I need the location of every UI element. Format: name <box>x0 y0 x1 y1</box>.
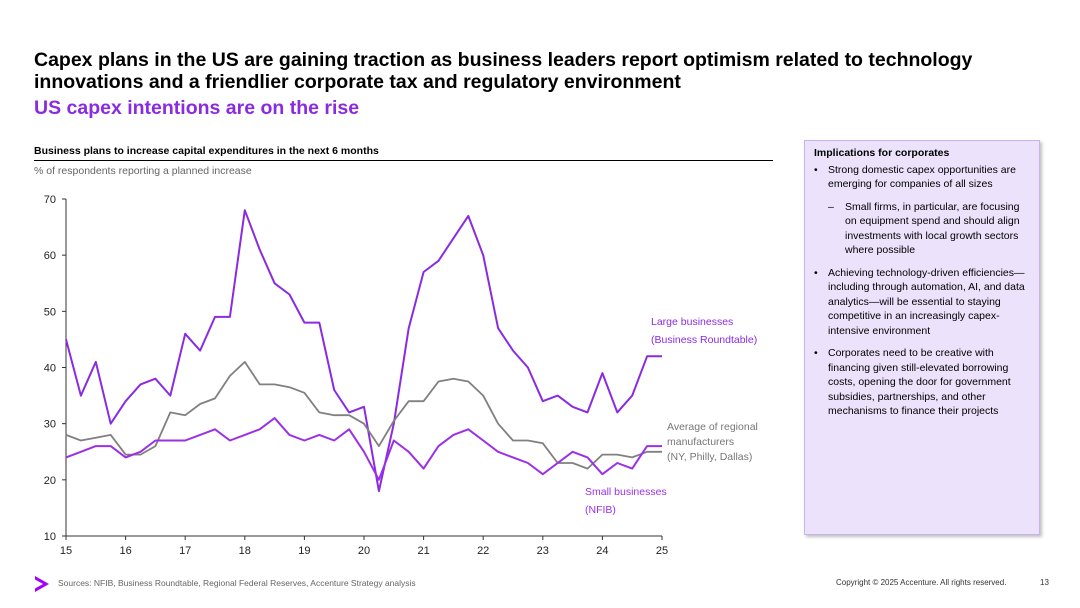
regional-manufacturers-label: (NY, Philly, Dallas) <box>667 451 752 463</box>
slide-title: Capex plans in the US are gaining tracti… <box>34 49 973 93</box>
regional-manufacturers-label: manufacturers <box>667 436 734 448</box>
sub-bullet-text: Small firms, in particular, are focusing… <box>845 200 1020 257</box>
implications-panel: Implications for corporates Strong domes… <box>804 140 1040 535</box>
bullet-text: Achieving technology-driven efficiencies… <box>828 266 1025 337</box>
implication-bullet: Strong domestic capex opportunities are … <box>814 163 1031 258</box>
y-tick-label: 70 <box>44 194 56 206</box>
regional-manufacturers-label: Average of regional <box>667 421 758 433</box>
y-tick-label: 40 <box>44 363 56 375</box>
bullet-text: Strong domestic capex opportunities are … <box>828 163 1016 191</box>
x-tick-label: 24 <box>596 545 608 557</box>
sub-bullet-list: Small firms, in particular, are focusing… <box>828 200 1031 258</box>
footer-copyright: Copyright © 2025 Accenture. All rights r… <box>836 578 1007 587</box>
x-tick-label: 21 <box>417 545 429 557</box>
implication-bullet: Corporates need to be creative with fina… <box>814 346 1031 419</box>
small-businesses-line <box>65 417 662 481</box>
regional-manufacturers-line <box>65 360 662 470</box>
y-tick-label: 50 <box>44 306 56 318</box>
large-businesses-label: Large businesses <box>651 316 733 328</box>
x-tick-label: 25 <box>656 545 668 557</box>
small-businesses-label: (NFIB) <box>585 504 616 516</box>
panel-title: Implications for corporates <box>814 147 950 159</box>
x-tick-label: 22 <box>477 545 489 557</box>
y-tick-label: 30 <box>44 419 56 431</box>
y-tick-label: 20 <box>44 475 56 487</box>
chart-heading-rule <box>34 160 773 161</box>
x-tick-label: 16 <box>119 545 131 557</box>
implication-sub-bullet: Small firms, in particular, are focusing… <box>814 200 1031 258</box>
capex-line-chart: 10 20 30 40 50 60 70 15 16 17 18 19 20 21 22 23 24 25 Larg… <box>44 194 758 557</box>
x-tick-label: 20 <box>358 545 370 557</box>
large-businesses-label: (Business Roundtable) <box>651 334 757 346</box>
footer-sources: Sources: NFIB, Business Roundtable, Regi… <box>58 578 416 588</box>
y-tick-label: 10 <box>44 531 56 543</box>
bullet-text: Corporates need to be creative with fina… <box>828 347 1011 417</box>
x-tick-label: 18 <box>239 545 251 557</box>
small-businesses-label: Small businesses <box>585 486 667 498</box>
chart-heading: Business plans to increase capital expen… <box>34 145 379 157</box>
x-tick-label: 23 <box>537 545 549 557</box>
page-number: 13 <box>1040 578 1049 587</box>
x-tick-label: 19 <box>298 545 310 557</box>
implication-bullet: Achieving technology-driven efficiencies… <box>814 266 1031 339</box>
x-tick-label: 17 <box>179 545 191 557</box>
y-tick-label: 60 <box>44 250 56 262</box>
large-businesses-line <box>65 209 662 493</box>
accenture-logo-icon <box>35 576 49 592</box>
chart-units-label: % of respondents reporting a planned inc… <box>34 165 252 177</box>
implications-list: Strong domestic capex opportunities are … <box>814 163 1031 419</box>
x-tick-label: 15 <box>60 545 72 557</box>
slide-subtitle: US capex intentions are on the rise <box>34 97 360 119</box>
